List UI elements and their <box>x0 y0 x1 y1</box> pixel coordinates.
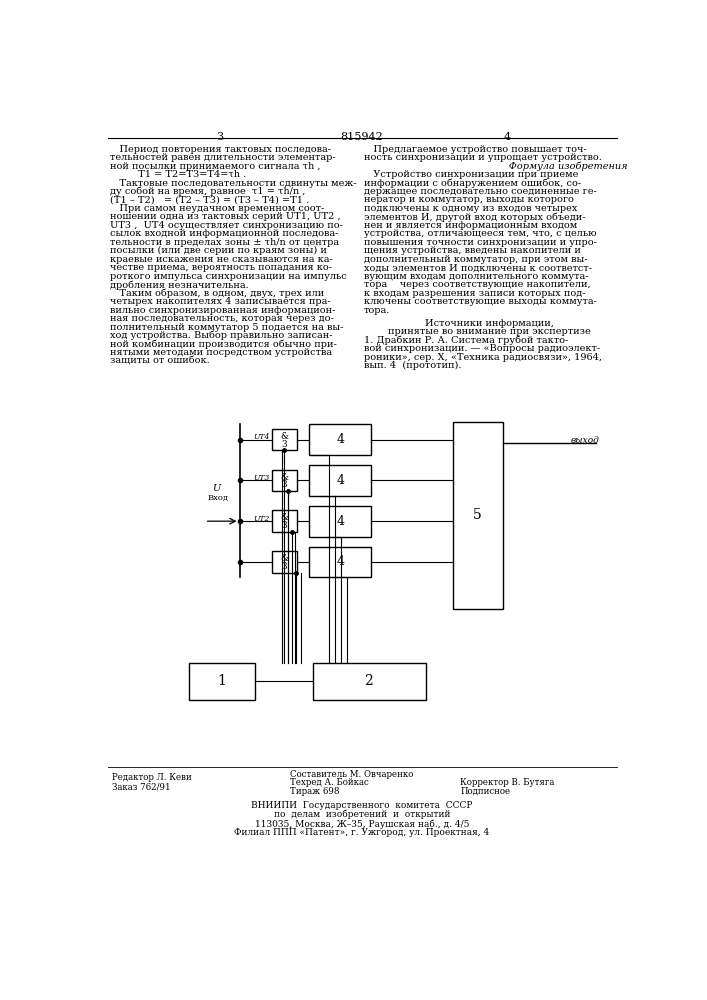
Text: ходы элементов И подключены к соответст-: ходы элементов И подключены к соответст- <box>363 263 592 272</box>
Text: вильно синхронизированная информацион-: вильно синхронизированная информацион- <box>110 306 335 315</box>
Text: &: & <box>281 554 288 563</box>
Text: (T1 – T2)   = (T2 – T3) = (T3 – T4) =T1 .: (T1 – T2) = (T2 – T3) = (T3 – T4) =T1 . <box>110 195 310 204</box>
Text: 3: 3 <box>281 521 287 530</box>
Text: ход устройства. Выбор правильно записан-: ход устройства. Выбор правильно записан- <box>110 331 332 340</box>
Text: тора.: тора. <box>363 306 390 315</box>
Text: тельности в пределах зоны ± τh/n от центра: тельности в пределах зоны ± τh/n от цент… <box>110 238 339 247</box>
Bar <box>189 663 255 700</box>
Text: &: & <box>281 513 288 522</box>
Text: 3: 3 <box>281 562 287 571</box>
Text: тельностей равен длительности элементар-: тельностей равен длительности элементар- <box>110 153 336 162</box>
Text: краевые искажения не сказываются на ка-: краевые искажения не сказываются на ка- <box>110 255 333 264</box>
Text: Филиал ППП «Патент», г. Ужгород, ул. Проектная, 4: Филиал ППП «Патент», г. Ужгород, ул. Про… <box>234 828 489 837</box>
Text: щения устройства, введены накопители и: щения устройства, введены накопители и <box>363 246 580 255</box>
Bar <box>272 551 297 573</box>
Text: дробления незначительна.: дробления незначительна. <box>110 280 249 290</box>
Bar <box>313 663 426 700</box>
Text: UT3: UT3 <box>253 474 270 482</box>
Text: 2: 2 <box>365 674 373 688</box>
Text: ной комбинации производится обычно при-: ной комбинации производится обычно при- <box>110 339 337 349</box>
Bar <box>309 424 371 455</box>
Text: Подписное: Подписное <box>460 787 510 796</box>
Bar <box>309 547 371 577</box>
Text: 815942: 815942 <box>341 132 383 142</box>
Bar <box>272 429 297 450</box>
Text: повышения точности синхронизации и упро-: повышения точности синхронизации и упро- <box>363 238 597 247</box>
Text: Формула изобретения: Формула изобретения <box>490 162 627 171</box>
Text: тора    через соответствующие накопители,: тора через соответствующие накопители, <box>363 280 590 289</box>
Text: ВНИИПИ  Государственного  комитета  СССР: ВНИИПИ Государственного комитета СССР <box>251 801 473 810</box>
Text: ношении одна из тактовых серий UT1, UT2 ,: ношении одна из тактовых серий UT1, UT2 … <box>110 212 341 221</box>
Text: Тираж 698: Тираж 698 <box>290 787 339 796</box>
Text: 1: 1 <box>217 674 226 688</box>
Text: ключены соответствующие выходы коммута-: ключены соответствующие выходы коммута- <box>363 297 597 306</box>
Text: Устройство синхронизации при приеме: Устройство синхронизации при приеме <box>363 170 578 179</box>
Text: роники», сер. X, «Техника радиосвязи», 1964,: роники», сер. X, «Техника радиосвязи», 1… <box>363 353 602 362</box>
Text: ная последовательность, которая через до-: ная последовательность, которая через до… <box>110 314 334 323</box>
Text: честве приема, вероятность попадания ко-: честве приема, вероятность попадания ко- <box>110 263 332 272</box>
Text: по  делам  изобретений  и  открытий: по делам изобретений и открытий <box>274 810 450 819</box>
Text: При самом неудачном временном соот-: При самом неудачном временном соот- <box>110 204 325 213</box>
Text: Редактор Л. Кеви: Редактор Л. Кеви <box>112 773 192 782</box>
Text: Заказ 762/91: Заказ 762/91 <box>112 782 170 791</box>
Text: Тактовые последовательности сдвинуты меж-: Тактовые последовательности сдвинуты меж… <box>110 179 356 188</box>
Text: Таким образом, в одном, двух, трех или: Таким образом, в одном, двух, трех или <box>110 289 325 298</box>
Text: нятыми методами посредством устройства: нятыми методами посредством устройства <box>110 348 332 357</box>
Text: U: U <box>212 484 221 493</box>
Text: нератор и коммутатор, выходы которого: нератор и коммутатор, выходы которого <box>363 195 573 204</box>
Text: T1 = T2=T3=T4=τh .: T1 = T2=T3=T4=τh . <box>110 170 246 179</box>
Text: четырех накопителях 4 записывается пра-: четырех накопителях 4 записывается пра- <box>110 297 331 306</box>
Text: 4: 4 <box>337 515 344 528</box>
Text: UT3 ,  UT4 осуществляет синхронизацию по-: UT3 , UT4 осуществляет синхронизацию по- <box>110 221 343 230</box>
Text: вующим входам дополнительного коммута-: вующим входам дополнительного коммута- <box>363 272 588 281</box>
Bar <box>309 465 371 496</box>
Text: к входам разрешения записи которых под-: к входам разрешения записи которых под- <box>363 289 585 298</box>
Text: Предлагаемое устройство повышает точ-: Предлагаемое устройство повышает точ- <box>363 145 586 154</box>
Text: ной посылки принимаемого сигнала τh ,: ной посылки принимаемого сигнала τh , <box>110 162 320 171</box>
Text: полнительный коммутатор 5 подается на вы-: полнительный коммутатор 5 подается на вы… <box>110 323 344 332</box>
Text: UT4: UT4 <box>253 433 270 441</box>
Bar <box>272 470 297 491</box>
Text: защиты от ошибок.: защиты от ошибок. <box>110 356 210 365</box>
Text: дополнительный коммутатор, при этом вы-: дополнительный коммутатор, при этом вы- <box>363 255 587 264</box>
Text: 3: 3 <box>216 132 223 142</box>
Text: Техред А. Бойкас: Техред А. Бойкас <box>290 778 368 787</box>
Text: 5: 5 <box>473 508 481 522</box>
Text: вып. 4  (прототип).: вып. 4 (прототип). <box>363 361 461 370</box>
Text: 4: 4 <box>337 433 344 446</box>
Text: нен и является информационным входом: нен и является информационным входом <box>363 221 577 230</box>
Text: Вход: Вход <box>207 493 228 501</box>
Text: вой синхронизации. — «Вопросы радиоэлект-: вой синхронизации. — «Вопросы радиоэлект… <box>363 344 600 353</box>
Text: &: & <box>281 473 288 482</box>
Text: принятые во внимание при экспертизе: принятые во внимание при экспертизе <box>388 327 591 336</box>
Text: 4: 4 <box>337 555 344 568</box>
Text: 3: 3 <box>281 440 287 449</box>
Text: 4: 4 <box>337 474 344 487</box>
Text: UT2: UT2 <box>253 515 270 523</box>
Text: 1. Драбкин Р. А. Система грубой такто-: 1. Драбкин Р. А. Система грубой такто- <box>363 336 568 345</box>
Text: Источники информации,: Источники информации, <box>426 319 554 328</box>
Text: элементов И, другой вход которых объеди-: элементов И, другой вход которых объеди- <box>363 212 585 222</box>
Text: посылки (или две серии по краям зоны) и: посылки (или две серии по краям зоны) и <box>110 246 327 255</box>
Text: роткого импульса синхронизации на импульс: роткого импульса синхронизации на импуль… <box>110 272 347 281</box>
Bar <box>452 422 503 609</box>
Text: Корректор В. Бутяга: Корректор В. Бутяга <box>460 778 555 787</box>
Text: устройства, отличающееся тем, что, с целью: устройства, отличающееся тем, что, с цел… <box>363 229 596 238</box>
Text: ду собой на время, равное  τ1 = τh/n ,: ду собой на время, равное τ1 = τh/n , <box>110 187 305 196</box>
Text: Составитель М. Овчаренко: Составитель М. Овчаренко <box>290 770 414 779</box>
Text: &: & <box>281 432 288 441</box>
Text: подключены к одному из входов четырех: подключены к одному из входов четырех <box>363 204 577 213</box>
Text: 3: 3 <box>281 480 287 489</box>
Text: ность синхронизации и упрощает устройство.: ность синхронизации и упрощает устройств… <box>363 153 602 162</box>
Text: 4: 4 <box>503 132 510 142</box>
Text: сылок входной информационной последова-: сылок входной информационной последова- <box>110 229 339 238</box>
Text: 113035, Москва, Ж–35, Раушская наб., д. 4/5: 113035, Москва, Ж–35, Раушская наб., д. … <box>255 819 469 829</box>
Text: Период повторения тактовых последова-: Период повторения тактовых последова- <box>110 145 331 154</box>
Text: выход: выход <box>571 436 600 445</box>
Bar <box>309 506 371 537</box>
Bar <box>272 510 297 532</box>
Text: информации с обнаружением ошибок, со-: информации с обнаружением ошибок, со- <box>363 179 580 188</box>
Text: держащее последовательно соединенные ге-: держащее последовательно соединенные ге- <box>363 187 596 196</box>
